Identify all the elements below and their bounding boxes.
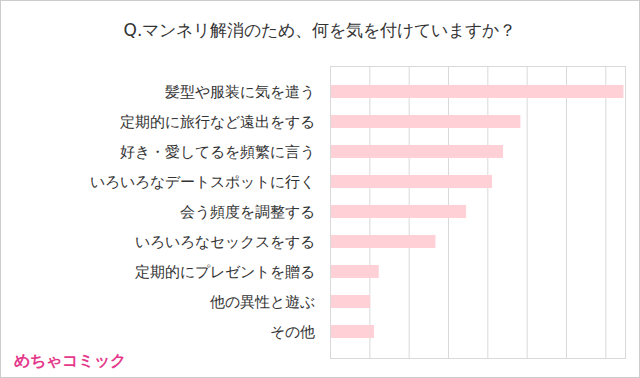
html-text:Q.マンネリ解消のため、何を気を付けていますか？: Q.マンネリ解消のため、何を気を付けていますか？ (123, 20, 517, 40)
svg-text:定期的にプレゼントを贈る: 定期的にプレゼントを贈る (135, 263, 315, 281)
svg-text:その他: その他 (270, 323, 315, 341)
svg-text:定期的に旅行など遠出をする: 定期的に旅行など遠出をする (120, 113, 315, 131)
svg-text:会う頻度を調整する: 会う頻度を調整する (180, 203, 315, 221)
svg-text:いろいろなデートスポットに行く: いろいろなデートスポットに行く (90, 173, 315, 191)
svg-text:髪型や服装に気を遣う: 髪型や服装に気を遣う (165, 83, 315, 101)
html-text:めちゃコミック: めちゃコミック (14, 351, 126, 370)
svg-text:好き・愛してるを頻繁に言う: 好き・愛してるを頻繁に言う (120, 143, 315, 161)
svg-text:いろいろなセックスをする: いろいろなセックスをする (135, 233, 315, 251)
svg-text:他の異性と遊ぶ: 他の異性と遊ぶ (210, 293, 315, 311)
